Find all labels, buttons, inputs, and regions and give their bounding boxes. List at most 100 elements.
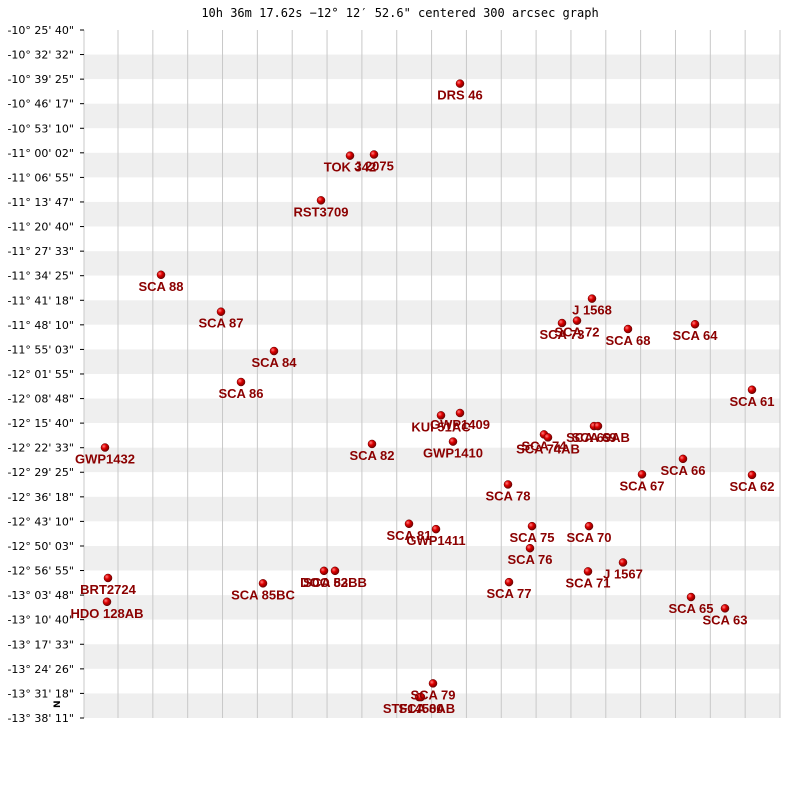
star-point[interactable] [102, 597, 112, 607]
y-tick-label: -12° 22' 33" [7, 442, 74, 455]
star-point[interactable] [747, 385, 757, 395]
star-point[interactable] [557, 318, 567, 328]
star-point[interactable] [678, 454, 688, 464]
star-point[interactable] [428, 679, 438, 688]
star-label: SCA 65 [668, 601, 713, 616]
star-label: SCA 63 [702, 612, 747, 627]
star-point[interactable] [404, 519, 414, 529]
y-tick-label: -12° 56' 55" [7, 565, 74, 578]
star-point[interactable] [316, 196, 326, 205]
star-label: GWP1410 [423, 446, 483, 461]
star-point[interactable] [690, 319, 700, 329]
y-tick-label: -12° 43' 10" [7, 515, 74, 528]
star-point[interactable] [345, 151, 355, 160]
star-label: SCA 73 [539, 327, 584, 342]
star-point[interactable] [686, 592, 696, 602]
chart-title: 10h 36m 17.62s −12° 12′ 52.6" centered 3… [201, 6, 599, 20]
star-label: SCA 75 [509, 530, 554, 545]
star-point[interactable] [100, 443, 110, 452]
y-tick-label: -13° 38' 11" [7, 712, 74, 725]
star-point[interactable] [747, 470, 757, 480]
star-label: BRT2724 [80, 582, 136, 597]
y-tick-label: -11° 13' 47" [7, 196, 74, 209]
star-point[interactable] [504, 577, 514, 587]
star-label: SCA 70 [566, 530, 611, 545]
y-tick-label: -12° 29' 25" [7, 466, 74, 479]
y-tick-label: -13° 10' 40" [7, 614, 74, 627]
star-label: GWP1432 [75, 452, 135, 467]
star-point[interactable] [156, 270, 166, 280]
star-point[interactable] [618, 558, 628, 567]
star-label: SCA 62 [729, 479, 774, 494]
star-label: SCA 71 [565, 575, 610, 590]
y-tick-label: -13° 17' 33" [7, 638, 74, 651]
star-label: STF1450AB [383, 701, 455, 716]
y-tick-label: -10° 32' 32" [7, 49, 74, 62]
star-point[interactable] [637, 470, 647, 479]
star-point[interactable] [527, 521, 537, 531]
star-label: SCA 80 [398, 701, 443, 716]
star-label: SCA 68 [605, 333, 650, 348]
star-point[interactable] [330, 566, 340, 576]
star-point[interactable] [455, 79, 465, 88]
star-label: SCA 84 [251, 355, 297, 370]
y-tick-label: -12° 01' 55" [7, 368, 74, 381]
star-label: SCA 74 [521, 438, 567, 453]
star-label: SCA 64 [672, 328, 718, 343]
star-point[interactable] [216, 307, 226, 316]
star-point[interactable] [236, 377, 246, 387]
y-tick-label: -11° 20' 40" [7, 221, 74, 234]
star-point[interactable] [587, 294, 597, 303]
star-label: SCA 69AB [566, 430, 630, 445]
star-label: HDO 128AB [71, 606, 144, 621]
star-label: J 1568 [572, 303, 612, 318]
star-point[interactable] [572, 316, 582, 325]
y-tick-label: -10° 46' 17" [7, 98, 74, 111]
star-label: SCA 78 [485, 488, 530, 503]
y-tick-label: -12° 15' 40" [7, 417, 74, 430]
y-tick-label: -11° 06' 55" [7, 171, 74, 184]
y-tick-label: -11° 41' 18" [7, 294, 74, 307]
star-label: SCA 69 [571, 430, 616, 445]
star-label: SCA 61 [729, 394, 774, 409]
star-point[interactable] [369, 150, 379, 159]
y-tick-label: -12° 08' 48" [7, 393, 74, 406]
star-point[interactable] [593, 421, 603, 431]
star-label: SCA 87 [198, 316, 243, 331]
y-tick-label: -12° 50' 03" [7, 540, 74, 553]
star-point[interactable] [525, 543, 535, 553]
star-point[interactable] [584, 521, 594, 531]
star-point[interactable] [416, 692, 426, 702]
star-label: GWP1411 [406, 533, 465, 548]
star-point[interactable] [623, 324, 633, 334]
star-point[interactable] [720, 604, 730, 613]
star-point[interactable] [436, 411, 446, 420]
y-tick-label: -11° 27' 33" [7, 245, 74, 258]
star-label: J 1567 [603, 566, 643, 581]
y-tick-label: -11° 55' 03" [7, 343, 74, 356]
star-label: SCA 79 [410, 687, 455, 702]
star-label: SCA 66 [660, 463, 705, 478]
star-label: SCA 74AB [516, 441, 580, 456]
star-label: SCA 88 [138, 279, 183, 294]
star-point[interactable] [455, 408, 465, 418]
star-point[interactable] [367, 439, 377, 449]
y-tick-label: -13° 24' 26" [7, 663, 74, 676]
star-point[interactable] [258, 579, 268, 588]
star-label: SCA 83BB [303, 575, 367, 590]
star-point[interactable] [103, 573, 113, 583]
north-indicator: N [53, 700, 63, 708]
star-point[interactable] [448, 437, 458, 446]
star-point[interactable] [269, 346, 279, 356]
star-point[interactable] [503, 480, 513, 489]
star-label: SCA 77 [486, 586, 531, 601]
star-label: DRS 46 [437, 88, 483, 103]
star-label: SCA 67 [619, 478, 664, 493]
star-point[interactable] [543, 433, 553, 442]
star-point[interactable] [319, 566, 329, 576]
star-point[interactable] [431, 524, 441, 534]
star-label: SCA 82 [349, 448, 394, 463]
star-label: DOO 52 [300, 575, 348, 590]
star-point[interactable] [583, 567, 593, 576]
